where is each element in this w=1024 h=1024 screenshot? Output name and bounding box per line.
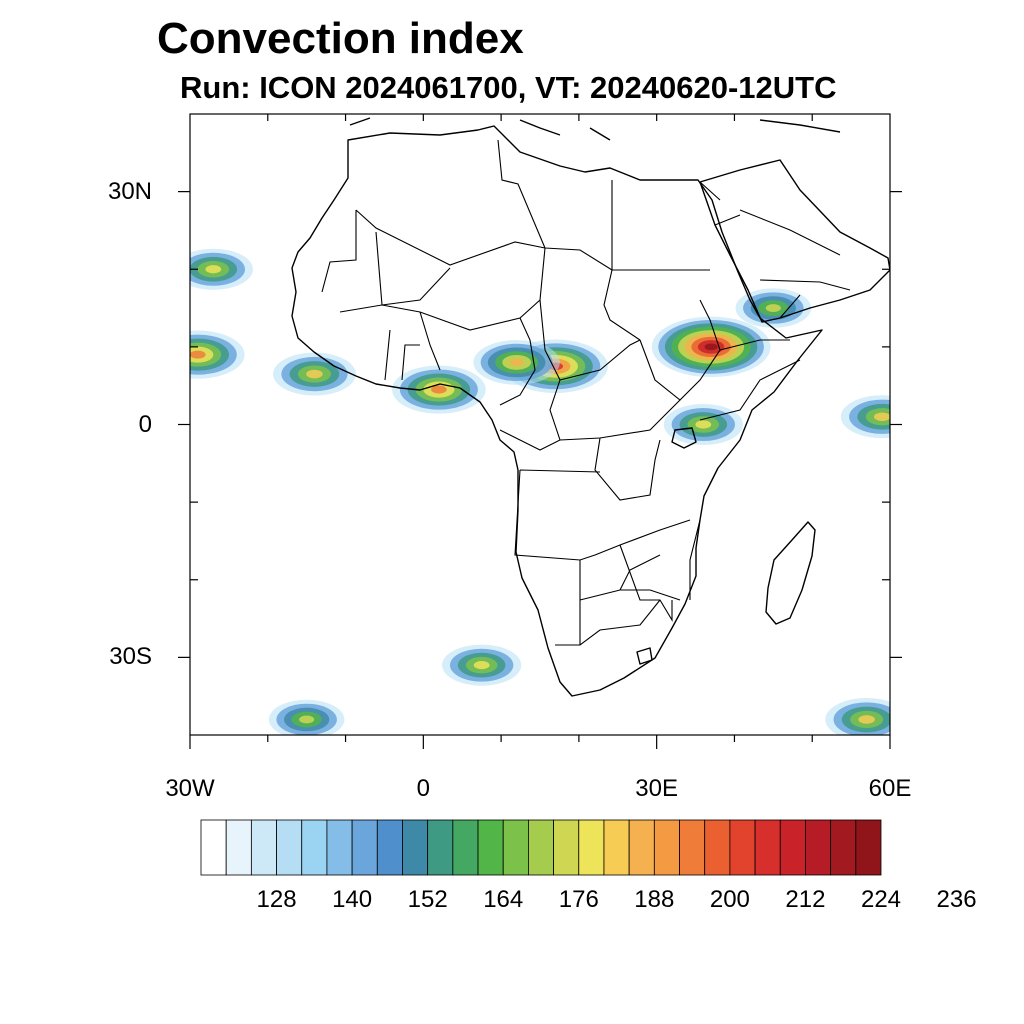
colorbar-tick-label: 188 <box>634 886 675 913</box>
colorbar-swatch <box>855 819 882 876</box>
convection-contour <box>509 358 524 367</box>
axis-ticks <box>178 114 902 749</box>
convection-region <box>190 248 253 290</box>
convection-contour <box>190 350 206 359</box>
colorbar-swatch <box>502 819 529 876</box>
colorbar-tick-label: 224 <box>860 886 902 913</box>
colorbar-swatch <box>729 819 756 876</box>
convection-region <box>442 644 522 686</box>
colorbar-swatch <box>452 819 479 876</box>
colorbar-swatch <box>351 819 378 876</box>
colorbar-swatch <box>402 819 429 876</box>
country-borders-layer <box>321 139 851 646</box>
colorbar-swatch <box>830 819 857 876</box>
colorbar <box>200 819 882 876</box>
colorbar-tick-label: 176 <box>558 886 599 913</box>
coastline-layer <box>291 117 890 697</box>
colorbar-swatch <box>326 819 353 876</box>
convection-region <box>840 395 890 439</box>
lat-label: 30S <box>109 643 152 671</box>
lon-label: 60E <box>868 775 912 802</box>
colorbar-tick-label: 128 <box>256 886 297 913</box>
chart-subtitle: Run: ICON 2024061700, VT: 20240620-12UTC <box>180 70 837 105</box>
chart-title: Convection index <box>157 14 524 63</box>
convection-contour <box>431 385 447 394</box>
colorbar-swatch <box>679 819 706 876</box>
colorbar-tick-label: 152 <box>407 886 448 913</box>
convection-contour <box>205 265 222 274</box>
lesotho-border <box>636 647 653 665</box>
convection-region <box>473 340 560 385</box>
convection-contour <box>765 304 781 312</box>
convection-region <box>825 698 890 735</box>
convection-region <box>651 316 771 378</box>
colorbar-swatch <box>301 819 328 876</box>
madagascar-coastline <box>765 521 816 625</box>
arabia-coastline <box>699 159 890 323</box>
colorbar-tick-label: 200 <box>709 886 750 913</box>
colorbar-swatch <box>250 819 277 876</box>
colorbar-swatch <box>528 819 554 876</box>
colorbar-swatch <box>553 819 580 876</box>
lon-label: 30E <box>635 775 679 802</box>
colorbar-tick-label: 236 <box>936 886 977 913</box>
colorbar-swatch <box>276 819 303 876</box>
colorbar-swatch <box>779 819 806 876</box>
colorbar-swatch <box>653 819 680 876</box>
lake-victoria <box>671 427 697 449</box>
colorbar-swatch <box>805 819 832 876</box>
colorbar-swatch <box>754 819 781 876</box>
colorbar-swatch <box>578 819 605 876</box>
convection-contour <box>299 715 315 724</box>
colorbar-swatch <box>427 819 454 876</box>
colorbar-tick-label: 212 <box>785 886 826 913</box>
colorbar-swatch <box>603 819 630 876</box>
convection-contour <box>873 412 890 422</box>
colorbar-swatch <box>628 819 655 876</box>
colorbar-tick-label: 164 <box>483 886 524 913</box>
convection-contour <box>858 715 875 724</box>
colorbar-swatch <box>704 819 731 876</box>
colorbar-swatch <box>225 819 252 876</box>
convection-field-layer <box>190 248 890 735</box>
convection-region <box>273 352 356 396</box>
lon-label: 30W <box>165 775 215 802</box>
plot-frame <box>189 113 891 736</box>
convection-region <box>392 365 486 414</box>
europe-coastline <box>349 117 841 141</box>
convection-region <box>268 699 345 735</box>
lon-label: 0 <box>416 775 431 802</box>
convection-region <box>190 330 245 379</box>
colorbar-swatch <box>477 819 504 876</box>
africa-coastline <box>291 125 823 697</box>
colorbar-swatch <box>200 819 227 876</box>
colorbar-swatch <box>376 819 403 876</box>
convection-contour <box>704 343 718 351</box>
convection-contour <box>695 420 712 429</box>
convection-contour <box>473 661 490 670</box>
lat-label: 30N <box>107 177 152 205</box>
convection-region <box>663 403 743 446</box>
lat-label: 0 <box>138 410 152 438</box>
colorbar-tick-label: 140 <box>332 886 373 913</box>
convection-contour <box>306 369 323 379</box>
